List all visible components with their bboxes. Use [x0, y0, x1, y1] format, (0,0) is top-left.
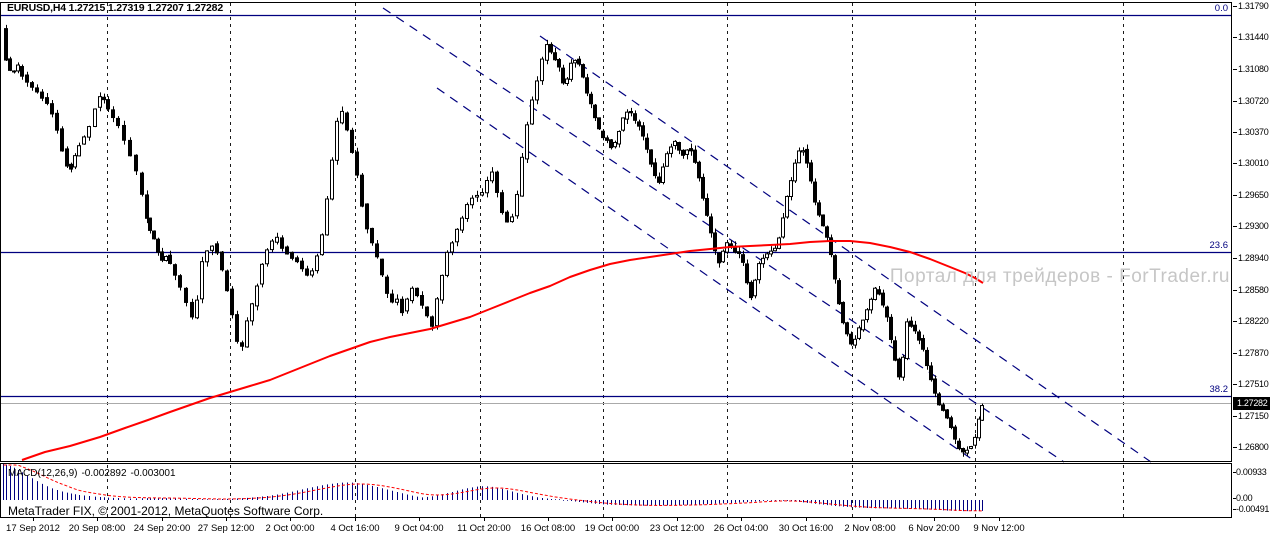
price-tick-label: 1.30370 [1238, 127, 1269, 137]
macd-value: -0.002892 [81, 468, 127, 479]
price-tick-label: 1.31440 [1238, 32, 1269, 42]
price-tick-label: 1.27870 [1238, 348, 1269, 358]
time-tick-label: 2 Nov 08:00 [844, 523, 896, 534]
macd-signal-value: -0.003001 [130, 468, 176, 479]
time-tick-label: 30 Oct 16:00 [778, 523, 834, 534]
time-tick-label: 9 Nov 12:00 [973, 523, 1025, 534]
macd-tick-label: 0.00 [1236, 493, 1253, 503]
fib-level-label: 38.2 [1209, 384, 1229, 395]
current-price-tag: 1.27282 [1233, 397, 1270, 410]
time-tick-label: 26 Oct 04:00 [713, 523, 769, 534]
fib-level-label: 0.0 [1214, 3, 1228, 14]
price-tick-label: 1.30010 [1238, 158, 1269, 168]
price-tick-label: 1.29300 [1238, 221, 1269, 231]
time-tick-label: 17 Sep 2012 [6, 523, 60, 534]
time-tick-label: 27 Sep 12:00 [197, 523, 255, 534]
time-tick-label: 19 Oct 00:00 [584, 523, 640, 534]
time-tick-label: 4 Oct 16:00 [330, 523, 380, 534]
price-tick-label: 1.28220 [1238, 316, 1269, 326]
time-tick-label: 16 Oct 08:00 [520, 523, 576, 534]
time-tick-label: 20 Sep 08:00 [68, 523, 126, 534]
price-tick-label: 1.28940 [1238, 253, 1269, 263]
macd-name: MACD(12,26,9) [8, 468, 78, 479]
price-tick-label: 1.28580 [1238, 285, 1269, 295]
price-tick-label: 1.27150 [1238, 411, 1269, 421]
time-tick-label: 9 Oct 04:00 [394, 523, 444, 534]
time-tick-label: 11 Oct 20:00 [457, 523, 511, 534]
fib-level-label: 23.6 [1209, 240, 1229, 251]
time-tick-label: 23 Oct 12:00 [649, 523, 705, 534]
time-tick-label: 2 Oct 00:00 [265, 523, 315, 534]
price-tick-label: 1.31790 [1238, 1, 1269, 11]
macd-tick-label: -0.00491 [1236, 504, 1270, 514]
watermark-text: Портал для трейдеров - ForTrader.ru [889, 266, 1230, 287]
price-tick-label: 1.29650 [1238, 190, 1269, 200]
price-tick-label: 1.31080 [1238, 64, 1269, 74]
price-tick-label: 1.27510 [1238, 379, 1269, 389]
time-tick-label: 6 Nov 20:00 [908, 523, 960, 534]
macd-indicator-label: MACD(12,26,9) -0.002892 -0.003001 [8, 468, 180, 479]
price-tick-label: 1.26800 [1238, 442, 1269, 452]
chart-ohlc-title: EURUSD,H4 1.27215 1.27319 1.27207 1.2728… [7, 2, 223, 14]
macd-tick-label: 0.00933 [1236, 467, 1267, 477]
copyright-text: MetaTrader FIX, © 2001-2012, MetaQuotes … [8, 504, 324, 518]
price-tick-label: 1.30720 [1238, 96, 1269, 106]
time-tick-label: 24 Sep 20:00 [133, 523, 191, 534]
